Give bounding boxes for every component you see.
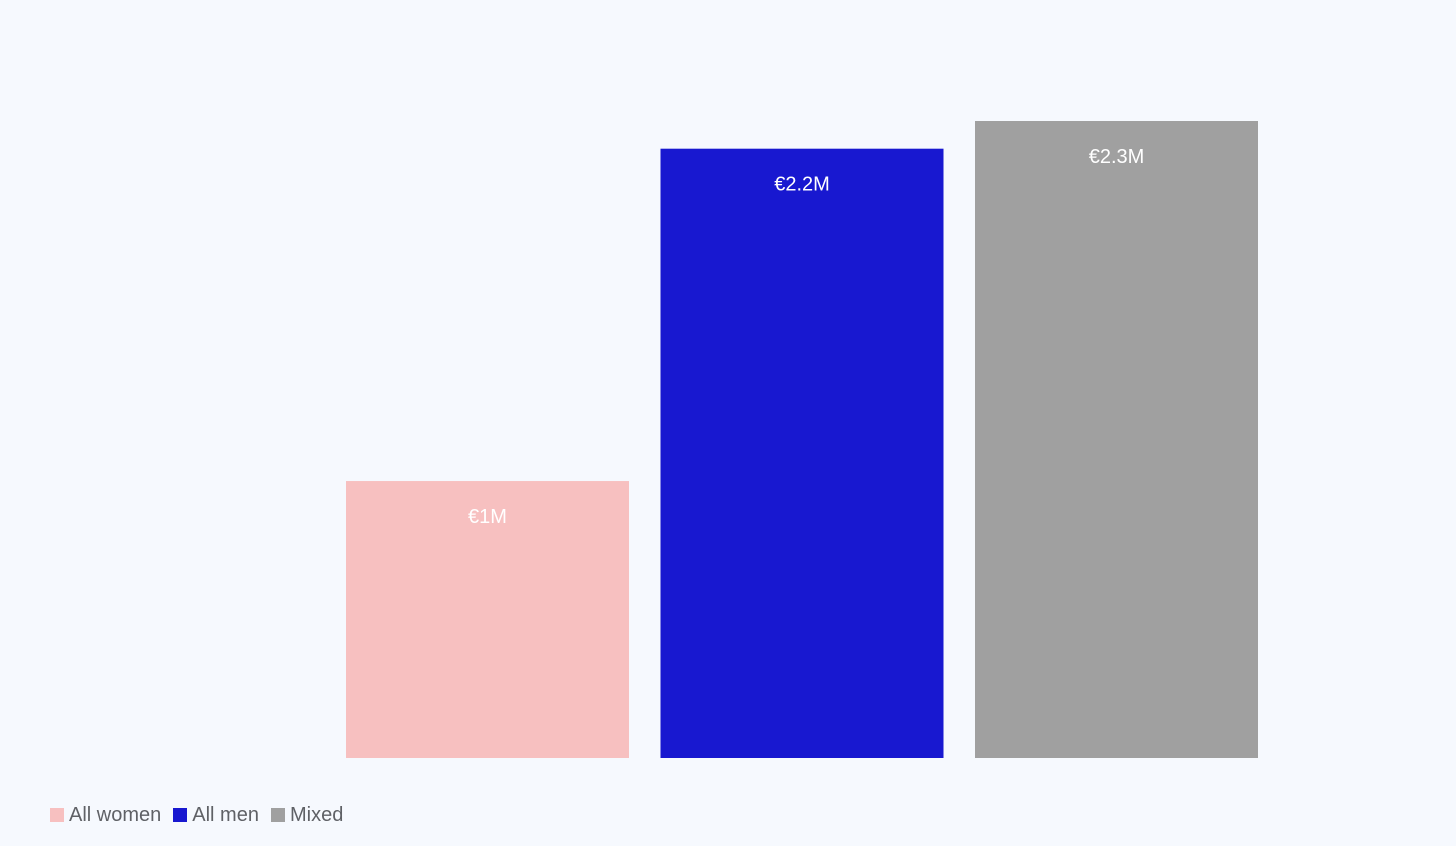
legend-label-all-men: All men: [192, 803, 259, 826]
legend: All women All men Mixed: [50, 802, 355, 828]
bar-all-men[interactable]: [660, 148, 944, 758]
legend-item-all-women[interactable]: All women: [50, 804, 161, 827]
legend-item-mixed[interactable]: Mixed: [270, 803, 344, 827]
bar-all-women[interactable]: [346, 481, 629, 758]
bar-labels-group: €1M €2.2M €2.3M: [468, 146, 1144, 528]
legend-item-all-men[interactable]: All men: [173, 804, 259, 827]
bar-value-label-all-women: €1M: [468, 506, 507, 528]
legend-swatch-mixed: [270, 808, 285, 822]
bar-value-label-mixed: €2.3M: [1089, 146, 1145, 168]
legend-label-mixed: Mixed: [289, 803, 344, 826]
bar-mixed[interactable]: [975, 121, 1258, 758]
legend-swatch-all-men: [173, 808, 188, 822]
legend-swatch-all-women: [50, 808, 64, 822]
bars-group: [346, 121, 1258, 758]
bar-value-label-all-men: €2.2M: [774, 174, 830, 196]
legend-label-all-women: All women: [69, 803, 162, 826]
